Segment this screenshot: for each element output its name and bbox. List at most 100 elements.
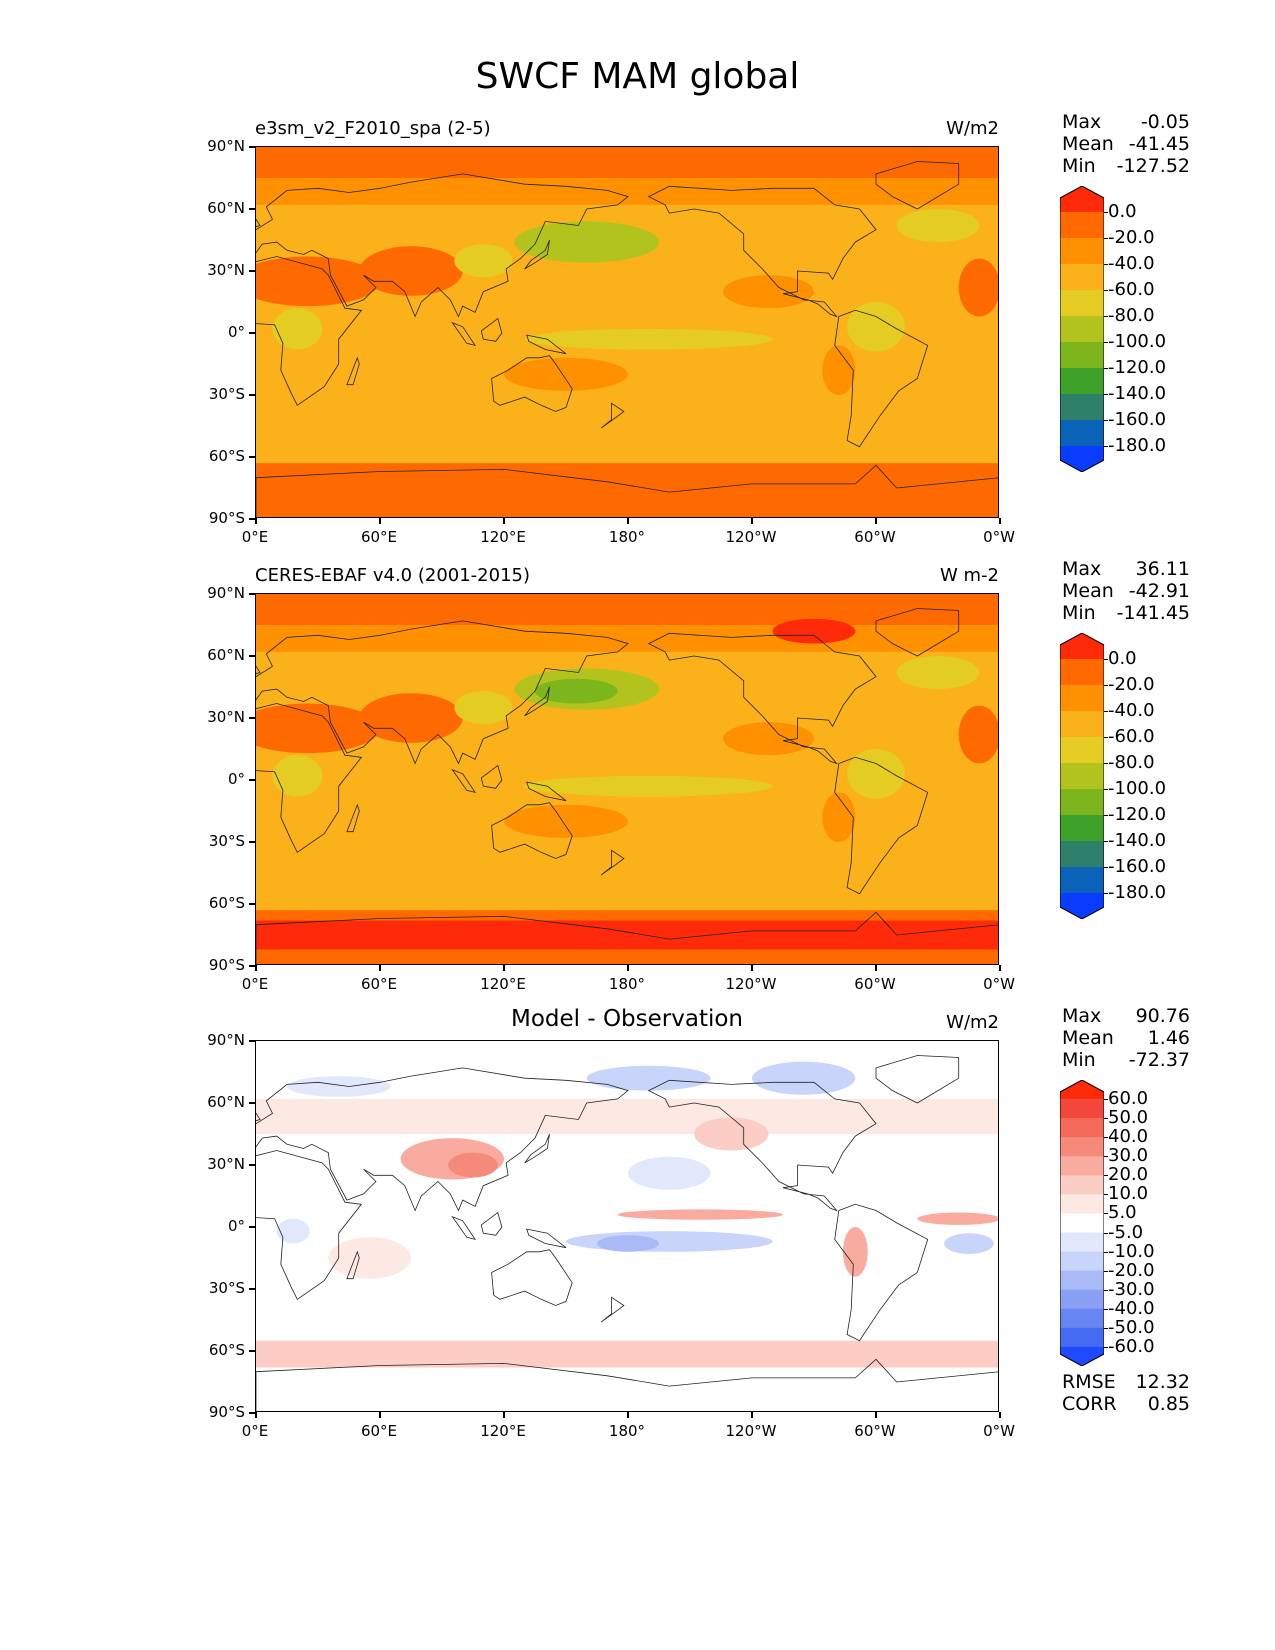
x-tick-label: 0°W bbox=[983, 528, 1015, 546]
colorbar-tick-mark bbox=[1104, 1346, 1108, 1348]
colorbar-tick-label: -140.0 bbox=[1108, 383, 1167, 404]
colorbar-segment bbox=[1060, 841, 1104, 868]
x-tick-mark bbox=[503, 518, 505, 524]
coastline-9 bbox=[526, 1228, 567, 1249]
field-blob-peru bbox=[822, 345, 856, 395]
map-canvas bbox=[256, 147, 998, 517]
field-blob-itcz-red bbox=[617, 1209, 783, 1220]
y-tick-mark bbox=[249, 841, 255, 843]
coastline-2 bbox=[491, 802, 573, 859]
y-tick-label: 30°S bbox=[208, 832, 245, 850]
x-tick-mark bbox=[627, 965, 629, 971]
stat-row: Mean 1.46 bbox=[1062, 1027, 1190, 1049]
field-blob-npac-red bbox=[694, 1117, 769, 1151]
coastline-0 bbox=[256, 1150, 363, 1300]
colorbar-tick-mark bbox=[1104, 420, 1108, 421]
colorbar-tick-mark bbox=[1104, 1289, 1108, 1291]
map-diff bbox=[255, 1040, 999, 1412]
stat-value: -72.37 bbox=[1128, 1049, 1190, 1071]
y-tick-label: 60°S bbox=[208, 1341, 245, 1359]
coastline-0 bbox=[256, 703, 363, 853]
colorbar-segment bbox=[1060, 867, 1104, 894]
colorbar-tick-mark bbox=[1104, 1213, 1108, 1215]
x-tick-label: 60°E bbox=[360, 1422, 398, 1440]
field-band-subarctic bbox=[256, 178, 998, 205]
stat-value: -42.91 bbox=[1128, 580, 1190, 602]
panel-title: CERES-EBAF v4.0 (2001-2015) bbox=[255, 565, 531, 586]
colorbar-segment bbox=[1060, 368, 1104, 395]
colorbar-tick-mark bbox=[1104, 316, 1108, 317]
colorbar-tick-mark bbox=[1104, 711, 1108, 712]
x-tick-label: 60°W bbox=[854, 528, 896, 546]
x-tick-label: 0°W bbox=[983, 975, 1015, 993]
colorbar-segment bbox=[1060, 763, 1104, 790]
coastline-10 bbox=[346, 803, 360, 833]
panel-units: W/m2 bbox=[946, 1012, 999, 1033]
coastline-1 bbox=[256, 620, 629, 765]
x-tick-mark bbox=[751, 1412, 753, 1418]
colorbar-segment bbox=[1060, 1137, 1104, 1157]
coastline-13 bbox=[600, 849, 625, 876]
coastline-8 bbox=[451, 768, 477, 794]
coastline-9 bbox=[526, 781, 567, 802]
coastline-5 bbox=[875, 161, 960, 210]
y-tick-mark bbox=[249, 394, 255, 396]
colorbar-segment bbox=[1060, 685, 1104, 712]
field-blob-npac-sub bbox=[628, 1156, 711, 1190]
y-tick-mark bbox=[249, 456, 255, 458]
colorbar-tick-mark bbox=[1104, 685, 1108, 686]
x-tick-label: 120°W bbox=[725, 528, 777, 546]
colorbar-tick-mark bbox=[1104, 867, 1108, 868]
colorbar-tick-label: 20.0 bbox=[1108, 1164, 1149, 1186]
y-tick-label: 60°N bbox=[207, 1093, 245, 1111]
colorbar-segment bbox=[1060, 737, 1104, 764]
field-blob-asia bbox=[359, 693, 463, 743]
colorbar-segment bbox=[1060, 711, 1104, 738]
colorbar-segment bbox=[1060, 290, 1104, 317]
coastline-7 bbox=[480, 317, 503, 342]
x-tick-label: 120°W bbox=[725, 1422, 777, 1440]
x-tick-mark bbox=[999, 1412, 1001, 1418]
x-tick-label: 0°E bbox=[241, 1422, 269, 1440]
x-tick-mark bbox=[999, 965, 1001, 971]
field-blob-indian bbox=[328, 1237, 411, 1279]
figure-title: SWCF MAM global bbox=[475, 56, 800, 97]
coastline-8 bbox=[451, 1215, 477, 1241]
field-blob-amazon bbox=[847, 302, 905, 352]
colorbar-tick-mark bbox=[1104, 1251, 1108, 1253]
colorbar-segment bbox=[1060, 1080, 1104, 1100]
x-tick-label: 60°E bbox=[360, 528, 398, 546]
colorbar-canvas bbox=[1059, 632, 1105, 920]
x-tick-mark bbox=[627, 1412, 629, 1418]
stat-row: Min -72.37 bbox=[1062, 1049, 1190, 1071]
coastline-10 bbox=[346, 356, 360, 386]
colorbar-tick-mark bbox=[1104, 368, 1108, 369]
corr-value: 0.85 bbox=[1147, 1393, 1190, 1415]
colorbar-segment bbox=[1060, 1156, 1104, 1176]
map-obs bbox=[255, 593, 999, 965]
colorbar-tick-label: -20.0 bbox=[1108, 227, 1155, 248]
y-tick-label: 0° bbox=[227, 770, 245, 788]
stat-value: -0.05 bbox=[1140, 111, 1190, 133]
y-tick-mark bbox=[249, 332, 255, 334]
colorbar bbox=[1059, 1079, 1105, 1367]
colorbar-segment bbox=[1060, 186, 1104, 212]
y-tick-mark bbox=[249, 593, 255, 595]
colorbar-tick-mark bbox=[1104, 238, 1108, 239]
field-band-southern bbox=[256, 463, 998, 517]
colorbar-segment bbox=[1060, 1175, 1104, 1195]
coastline-1 bbox=[256, 173, 629, 318]
stat-value: -141.45 bbox=[1116, 602, 1190, 624]
colorbar-segment bbox=[1060, 316, 1104, 343]
colorbar-segment bbox=[1060, 1194, 1104, 1214]
y-tick-label: 30°S bbox=[208, 385, 245, 403]
colorbar-segment bbox=[1060, 1308, 1104, 1329]
colorbar-tick-label: -20.0 bbox=[1108, 1259, 1155, 1281]
colorbar-tick-label: -60.0 bbox=[1108, 726, 1155, 747]
field-blob-itcz bbox=[524, 775, 773, 797]
coastline-0 bbox=[256, 256, 363, 406]
coastline-7 bbox=[480, 764, 503, 789]
field-blob-asia bbox=[359, 246, 463, 296]
colorbar-segment bbox=[1060, 1118, 1104, 1138]
y-tick-mark bbox=[249, 655, 255, 657]
